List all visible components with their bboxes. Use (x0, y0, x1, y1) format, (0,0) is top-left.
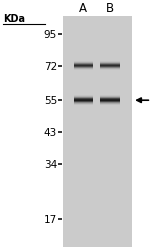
Bar (74, 68, 93, 69)
Bar (74, 63, 93, 64)
Bar (100, 99, 120, 100)
Bar (74, 62, 93, 63)
Bar (100, 68, 120, 69)
Text: KDa: KDa (3, 14, 25, 23)
Bar (74, 104, 93, 105)
FancyBboxPatch shape (63, 17, 132, 247)
Bar (100, 70, 120, 71)
Bar (74, 69, 93, 70)
Bar (74, 98, 93, 99)
Bar (100, 96, 120, 97)
Bar (100, 66, 120, 67)
Bar (100, 68, 120, 69)
Bar (74, 102, 93, 103)
Bar (74, 95, 93, 96)
Bar (74, 65, 93, 66)
Bar (100, 63, 120, 64)
Text: A: A (79, 2, 87, 15)
Bar (100, 103, 120, 104)
Bar (100, 69, 120, 70)
Bar (74, 101, 93, 102)
Bar (100, 61, 120, 62)
Bar (100, 100, 120, 101)
Text: 43: 43 (44, 128, 57, 138)
Bar (100, 67, 120, 68)
Bar (74, 103, 93, 104)
Bar (74, 64, 93, 65)
Bar (74, 100, 93, 101)
Bar (74, 61, 93, 62)
Bar (100, 98, 120, 99)
Text: 95: 95 (44, 29, 57, 39)
Bar (74, 97, 93, 98)
Bar (100, 64, 120, 65)
Bar (74, 67, 93, 68)
Bar (74, 99, 93, 100)
Text: B: B (106, 2, 114, 15)
Bar (74, 66, 93, 67)
Bar (100, 105, 120, 106)
Bar (74, 96, 93, 97)
Bar (100, 95, 120, 96)
Text: 34: 34 (44, 160, 57, 170)
Bar (74, 70, 93, 71)
Text: 72: 72 (44, 61, 57, 71)
Bar (100, 65, 120, 66)
Bar (100, 101, 120, 102)
Bar (100, 97, 120, 98)
Bar (74, 105, 93, 106)
Bar (100, 104, 120, 105)
Bar (74, 63, 93, 64)
Bar (100, 102, 120, 103)
Bar (74, 68, 93, 69)
Text: 17: 17 (44, 214, 57, 224)
Bar (100, 62, 120, 63)
Text: 55: 55 (44, 96, 57, 106)
Bar (100, 63, 120, 64)
